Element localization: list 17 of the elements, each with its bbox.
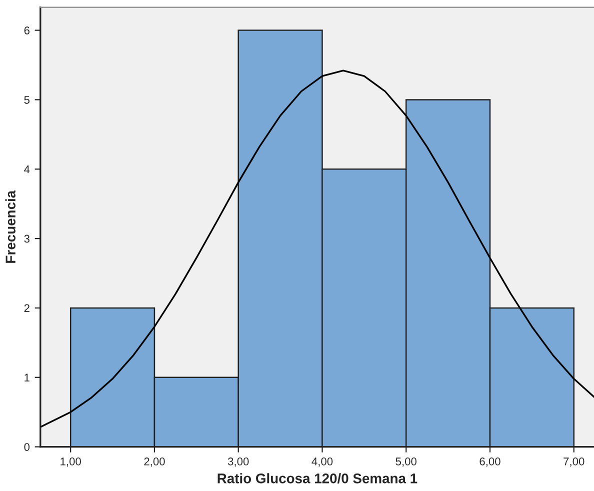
y-tick-label: 2 (24, 304, 30, 312)
x-tick-label: 7,00 (564, 458, 584, 467)
x-tick-label: 6,00 (480, 458, 500, 467)
y-tick-label: 6 (24, 26, 30, 34)
y-tick-label: 4 (24, 166, 30, 174)
x-tick-label: 4,00 (312, 458, 333, 467)
x-tick-label: 5,00 (396, 458, 416, 467)
x-tick-label: 2,00 (144, 458, 165, 467)
y-tick-label: 1 (24, 374, 30, 382)
y-tick-label: 0 (24, 443, 30, 451)
x-axis-title: Ratio Glucosa 120/0 Semana 1 (218, 473, 418, 484)
x-tick-label: 3,00 (228, 458, 249, 467)
y-tick-label: 3 (24, 234, 30, 243)
y-tick-label: 5 (24, 96, 30, 104)
y-axis-title: Frecuencia (5, 190, 16, 263)
line-series (40, 70, 594, 428)
x-tick-label: 1,00 (60, 458, 81, 467)
